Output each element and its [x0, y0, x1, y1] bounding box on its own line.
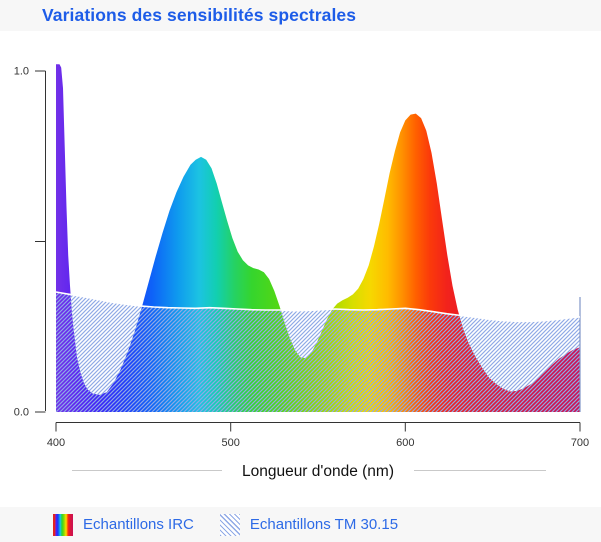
- x-tick-label: 700: [571, 437, 589, 449]
- page-title: Variations des sensibilités spectrales: [42, 5, 357, 25]
- legend-item-tm3015[interactable]: Echantillons TM 30.15: [219, 513, 399, 536]
- x-axis-tick-labels: 400 500 600 700: [47, 437, 589, 449]
- y-axis-ticks: [35, 70, 46, 413]
- x-axis-ticks: [55, 422, 581, 432]
- chart-legend: Echantillons IRC Echantillons TM 30.15: [0, 507, 601, 542]
- x-tick-label: 500: [222, 437, 240, 449]
- x-tick-label: 400: [47, 437, 65, 449]
- y-axis-tick-labels: 1.0 0.0: [14, 66, 29, 419]
- y-tick-label: 0.0: [14, 407, 29, 419]
- x-tick-label: 600: [396, 437, 414, 449]
- spectrum-swatch-icon: [53, 513, 73, 536]
- y-tick-label: 1.0: [14, 66, 29, 78]
- hatch-swatch-icon: [219, 513, 240, 536]
- chart-header: Variations des sensibilités spectrales: [0, 0, 601, 31]
- legend-label-irc: Echantillons IRC: [83, 516, 194, 533]
- x-axis-title: Longueur d'onde (nm): [242, 463, 394, 480]
- tm-series-area: [56, 292, 580, 412]
- legend-label-tm3015: Echantillons TM 30.15: [249, 516, 399, 533]
- legend-item-irc[interactable]: Echantillons IRC: [53, 513, 194, 536]
- tm-series-line: [55, 291, 581, 323]
